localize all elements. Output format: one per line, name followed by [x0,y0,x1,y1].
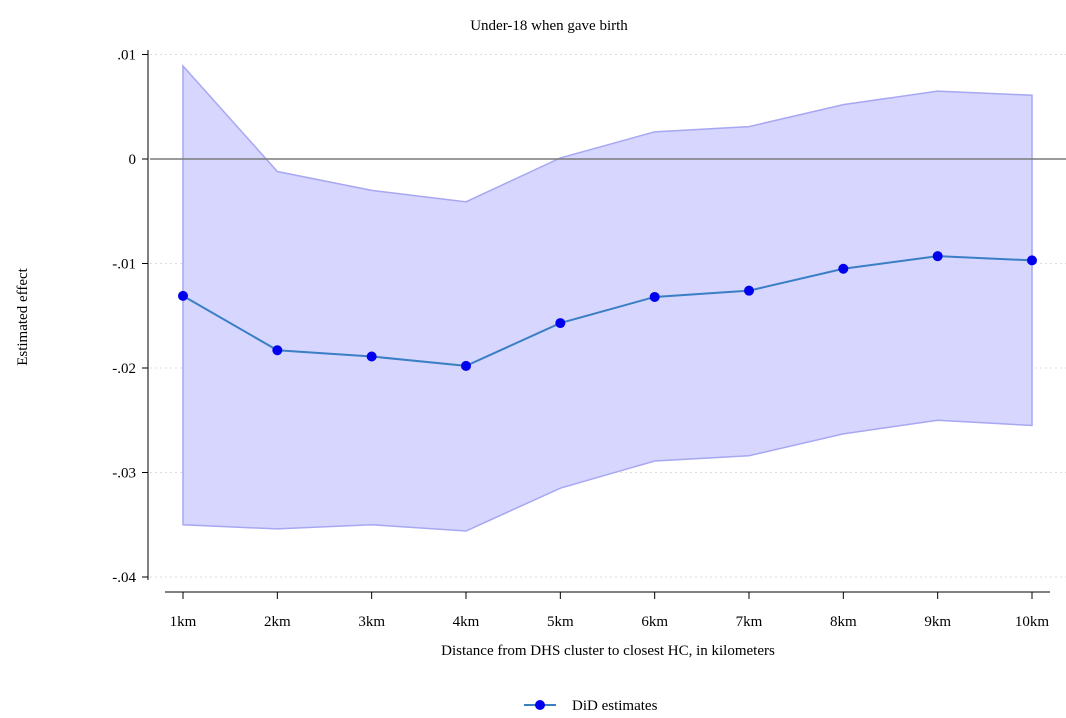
series-line-did-estimates [182,255,1033,367]
data-point-marker [744,285,754,296]
legend-marker-swatch [535,700,545,710]
y-tick-label: -.01 [112,257,136,273]
data-point-marker [178,290,188,301]
x-tick-label: 10km [1015,614,1050,630]
y-axis: .01 0 -.01 -.02 -.03 -.04 [112,48,149,586]
data-point-marker [1027,255,1037,266]
data-point-marker [838,263,849,274]
y-tick-label: .01 [117,48,136,64]
x-tick-label: 1km [170,614,197,630]
legend: DiD estimates [524,698,658,714]
legend-label: DiD estimates [572,698,658,713]
confidence-interval-band [182,64,1033,532]
x-axis-label: Distance from DHS cluster to closest HC,… [441,643,775,659]
data-point-marker [366,351,377,362]
y-tick-label: 0 [129,152,137,168]
x-tick-label: 2km [264,614,291,630]
data-point-marker [272,345,283,356]
x-tick-label: 4km [453,614,480,630]
data-point-marker [649,291,660,302]
x-tick-label: 5km [547,614,574,630]
data-point-marker [932,251,943,262]
y-axis-label: Estimated effect [15,267,31,365]
x-tick-label: 9km [924,614,951,630]
y-tick-label: -.04 [112,570,136,586]
y-tick-label: -.02 [112,361,136,377]
x-tick-label: 3km [358,614,385,630]
x-tick-label: 7km [736,614,763,630]
data-point-marker [461,360,471,371]
data-point-marker [555,318,566,329]
x-tick-label: 6km [641,614,668,630]
x-tick-label: 8km [830,614,857,630]
chart-title: Under-18 when gave birth [470,18,628,34]
x-axis: 1km 2km 3km 4km 5km 6km 7km 8km 9km 10km [165,591,1050,630]
series-markers [178,251,1037,371]
y-tick-label: -.03 [112,466,136,482]
